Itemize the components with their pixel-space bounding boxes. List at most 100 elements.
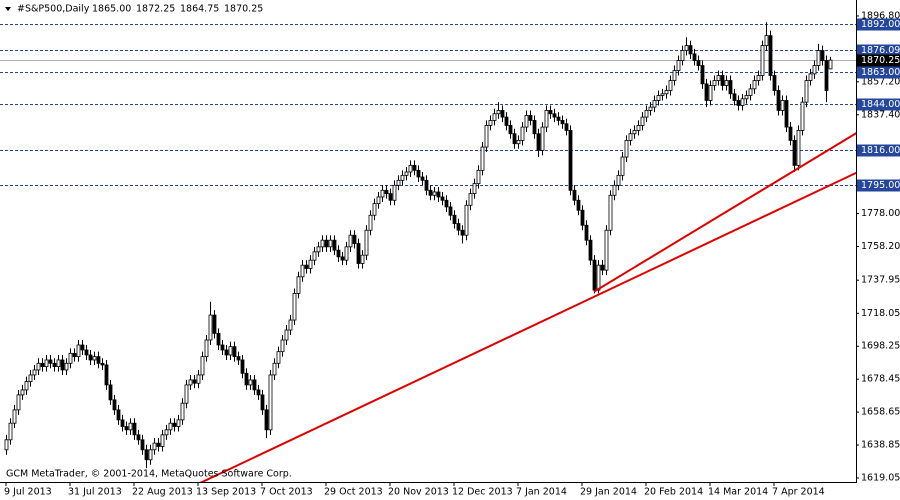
candle-body (148, 449, 153, 461)
candle-body (392, 184, 397, 201)
y-tick-label: 1737.95 (861, 275, 900, 286)
level-label-box (857, 44, 900, 57)
y-tick-label: 1698.25 (861, 341, 900, 352)
level-label: 1795.00 (861, 180, 900, 191)
candle-body (140, 439, 145, 451)
candle-body (240, 359, 245, 374)
candle-body (704, 83, 709, 101)
y-tick-label: 1896.80 (861, 10, 900, 21)
x-tick-label: 14 Mar 2014 (708, 487, 768, 498)
candle-body (96, 356, 101, 364)
candle-body (72, 352, 77, 358)
candle-body (508, 125, 513, 135)
candle-body (744, 95, 749, 100)
candle-body (596, 264, 601, 291)
level-label: 1892.00 (861, 19, 900, 30)
candle-body (48, 359, 53, 364)
candle-body (340, 256, 345, 261)
candle-body (528, 115, 533, 121)
candle-body (620, 156, 625, 176)
candle-body (112, 399, 117, 411)
header-value: 1870.25 (224, 4, 263, 15)
candle-body (224, 349, 229, 356)
candle-body (16, 394, 21, 411)
header-value: 1865.00 (92, 4, 131, 15)
y-tick-label: 1718.05 (861, 308, 900, 319)
candle-body (104, 364, 109, 386)
candle-body (384, 189, 389, 195)
candle-body (24, 381, 29, 391)
level-label-box (857, 179, 900, 192)
candle-body (512, 133, 517, 145)
candle-body (408, 164, 413, 173)
candle-body (792, 139, 797, 166)
candle-body (248, 379, 253, 386)
header-value: 1864.75 (180, 4, 219, 15)
candle-body (200, 356, 205, 376)
candle-body (28, 374, 33, 382)
x-tick-label: 22 Aug 2013 (132, 487, 193, 498)
candle-body (668, 80, 673, 91)
level-label-box (857, 98, 900, 111)
candle-body (644, 110, 649, 118)
candle-body (300, 264, 305, 278)
candle-body (220, 344, 225, 351)
symbol: #S&P500,Daily (17, 4, 90, 15)
candle-body (364, 229, 369, 256)
y-tick-label: 1758.20 (861, 241, 900, 252)
x-tick-label: 9 Jul 2013 (4, 487, 52, 498)
candle-body (280, 339, 285, 353)
candle-body (360, 254, 365, 264)
level-label: 1844.00 (861, 99, 900, 110)
candle-body (400, 174, 405, 181)
candle-body (448, 206, 453, 216)
candle-body (188, 379, 193, 386)
candle-body (388, 193, 393, 201)
candle-body (636, 125, 641, 131)
candle-body (328, 239, 333, 248)
candle-body (88, 354, 93, 361)
candle-body (52, 362, 57, 368)
candle-body (236, 356, 241, 361)
candle-body (540, 126, 545, 151)
candle-body (788, 126, 793, 141)
candle-body (108, 384, 113, 401)
candle-body (336, 249, 341, 258)
y-tick-label: 1857.20 (861, 76, 900, 87)
candle-body (496, 110, 501, 115)
candle-body (828, 59, 833, 70)
level-label-box (857, 144, 900, 157)
candle-body (600, 264, 605, 271)
candle-body (76, 344, 81, 358)
candle-body (816, 50, 821, 66)
candle-body (324, 239, 329, 248)
candle-body (696, 60, 701, 66)
candle-body (564, 123, 569, 131)
candle-body (672, 70, 677, 81)
candle-body (764, 35, 769, 46)
candle-body (44, 359, 49, 368)
candle-body (36, 362, 41, 371)
current-price-box (857, 54, 900, 67)
level-label-box (857, 66, 900, 79)
candle-body (568, 130, 573, 191)
candle-body (476, 169, 481, 185)
candle-body (412, 164, 417, 171)
y-tick-label: 1837.40 (861, 109, 900, 120)
candle-body (812, 65, 817, 75)
candle-body (128, 422, 133, 431)
x-tick-label: 20 Feb 2014 (644, 487, 703, 498)
candle-body (628, 133, 633, 141)
candle-body (440, 196, 445, 201)
candle-body (176, 419, 181, 427)
candle-body (720, 75, 725, 86)
candle-body (760, 45, 765, 76)
candle-body (244, 372, 249, 386)
collapse-icon[interactable] (5, 7, 11, 11)
candle-body (660, 93, 665, 96)
candle-body (4, 439, 9, 451)
x-tick-label: 7 Apr 2014 (772, 487, 825, 498)
candle-body (460, 229, 465, 236)
